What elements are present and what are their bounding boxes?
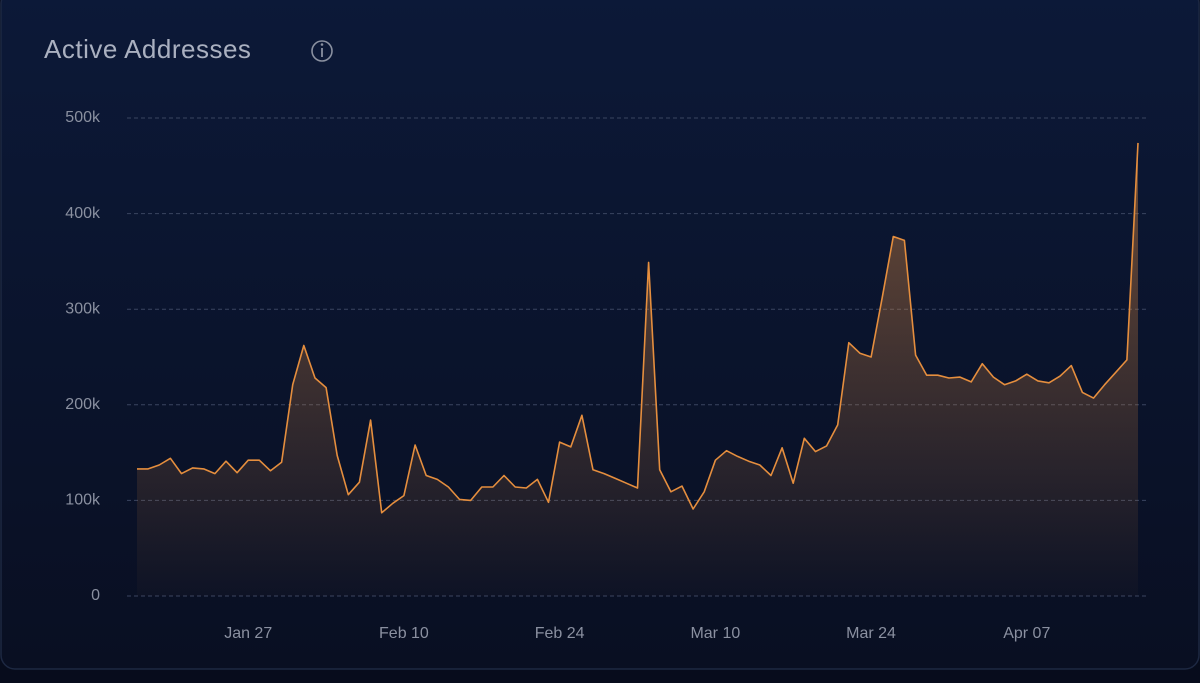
y-tick-label: 200k xyxy=(65,396,101,413)
x-tick-label: Feb 24 xyxy=(535,625,585,642)
x-tick-label: Feb 10 xyxy=(379,625,429,642)
x-tick-label: Mar 24 xyxy=(846,625,896,642)
chart-title: Active Addresses xyxy=(44,34,251,64)
y-tick-label: 300k xyxy=(65,300,101,317)
x-tick-label: Jan 27 xyxy=(224,625,272,642)
area xyxy=(137,142,1138,596)
y-tick-label: 400k xyxy=(65,205,101,222)
y-tick-label: 500k xyxy=(65,109,101,126)
y-tick-label: 100k xyxy=(65,492,101,509)
x-tick-label: Apr 07 xyxy=(1003,625,1050,642)
y-tick-label: 0 xyxy=(91,587,100,604)
x-tick-label: Mar 10 xyxy=(690,625,740,642)
line xyxy=(137,142,1139,514)
info-icon[interactable] xyxy=(311,40,333,62)
